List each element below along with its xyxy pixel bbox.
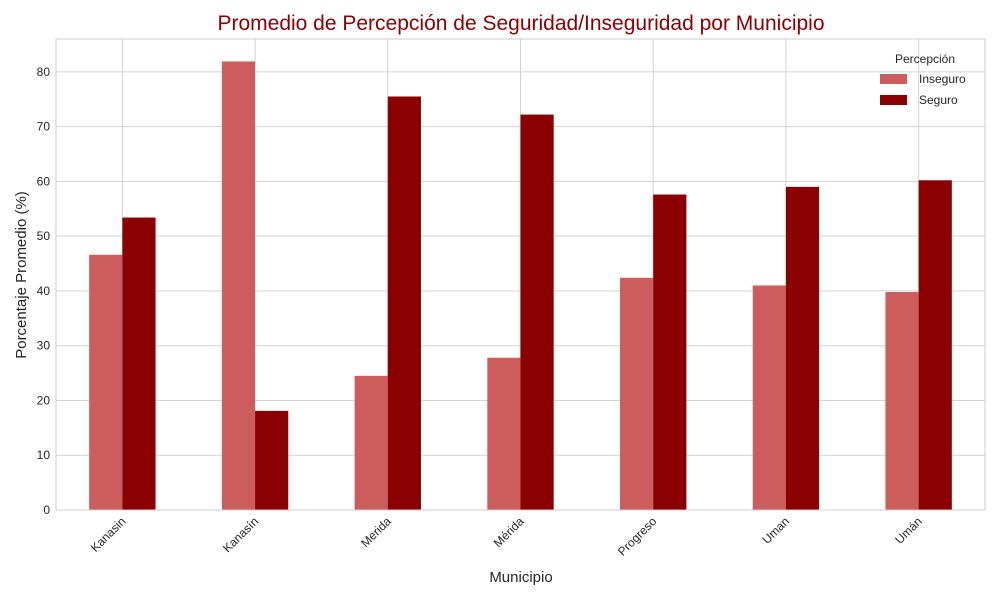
legend-swatch xyxy=(880,95,907,105)
legend-swatch xyxy=(880,74,907,84)
y-tick-label: 70 xyxy=(37,120,51,134)
bar-seguro xyxy=(785,186,820,511)
bar-seguro xyxy=(653,194,687,510)
legend: Percepción Inseguro Seguro xyxy=(880,52,966,107)
bar-seguro xyxy=(918,180,952,511)
y-tick-labels: 0 10 20 30 40 50 60 70 80 xyxy=(37,65,51,517)
legend-title: Percepción xyxy=(895,52,955,66)
bar-inseguro xyxy=(487,357,521,510)
y-tick-label: 10 xyxy=(37,448,51,462)
x-tick-labels: Kanasin Kanasín Merida Mérida Progreso Uman Um… xyxy=(88,514,925,559)
x-tick-label: Mérida xyxy=(491,514,527,550)
legend-items: Inseguro Seguro xyxy=(880,72,966,107)
x-tick-label: Kanasín xyxy=(220,514,261,555)
y-axis-label: Porcentaje Promedio (%) xyxy=(13,191,30,359)
bar-seguro xyxy=(387,96,421,511)
legend-label: Inseguro xyxy=(919,72,966,86)
bar-inseguro xyxy=(221,61,256,510)
y-tick-label: 20 xyxy=(37,393,51,407)
bar-inseguro xyxy=(354,375,388,510)
x-tick-label: Progreso xyxy=(615,514,660,559)
bar-seguro xyxy=(520,114,554,510)
bar-inseguro xyxy=(620,277,654,510)
legend-label: Seguro xyxy=(919,93,958,107)
y-tick-label: 80 xyxy=(37,65,51,79)
bar-seguro xyxy=(255,410,289,510)
x-tick-label: Umán xyxy=(892,514,925,547)
plot-frame xyxy=(55,38,986,511)
x-tick-label: Uman xyxy=(760,514,793,547)
x-tick-label: Kanasin xyxy=(88,514,129,555)
x-tick-label: Merida xyxy=(358,514,394,550)
bars xyxy=(89,61,952,511)
bar-inseguro xyxy=(752,285,786,510)
chart-title: Promedio de Percepción de Seguridad/Inse… xyxy=(217,12,824,35)
y-tick-label: 0 xyxy=(43,503,50,517)
x-axis-label: Municipio xyxy=(489,569,552,586)
y-tick-label: 60 xyxy=(37,174,51,188)
bar-inseguro xyxy=(885,292,919,510)
y-tick-label: 30 xyxy=(37,339,51,353)
bar-seguro xyxy=(122,217,156,510)
y-tick-label: 50 xyxy=(37,229,51,243)
y-tick-label: 40 xyxy=(37,284,51,298)
bar-inseguro xyxy=(89,254,123,510)
